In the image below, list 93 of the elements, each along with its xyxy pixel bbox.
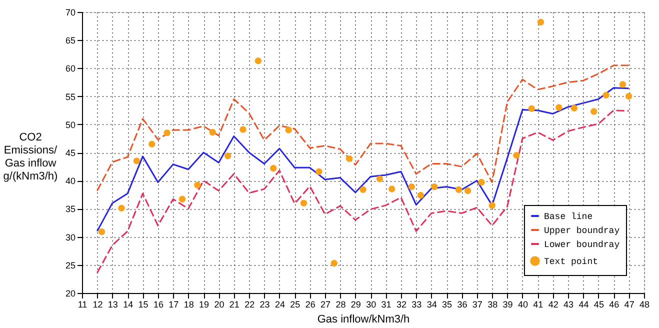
point xyxy=(537,18,544,26)
point xyxy=(408,183,415,190)
point xyxy=(417,192,424,199)
x-tick-label: 37 xyxy=(472,300,482,310)
x-tick-label: 13 xyxy=(108,300,118,310)
point xyxy=(285,126,292,134)
y-tick-label: 20 xyxy=(65,288,76,298)
legend-label: Text point xyxy=(544,257,598,267)
x-tick-label: 34 xyxy=(426,300,437,310)
x-axis-title: Gas inflow/kNm3/h xyxy=(317,314,410,326)
y-tick-label: 70 xyxy=(65,8,76,18)
point xyxy=(431,183,438,190)
x-tick-label: 21 xyxy=(229,300,240,310)
point xyxy=(118,204,125,212)
x-tick-label: 40 xyxy=(518,300,528,310)
point xyxy=(148,140,156,148)
x-tick-label: 33 xyxy=(412,300,422,310)
point xyxy=(178,196,186,202)
point xyxy=(194,182,201,188)
x-tick-label: 35 xyxy=(442,300,452,310)
x-tick-label: 14 xyxy=(123,300,134,310)
y-axis-title: CO2 Emissions/Gas inflow g/(kNm3/h) xyxy=(3,132,58,182)
point xyxy=(625,92,632,100)
x-tick-label: 25 xyxy=(290,300,300,310)
y-tick-label: 30 xyxy=(65,232,76,242)
legend-label: Base line xyxy=(544,212,593,222)
x-tick-label: 15 xyxy=(138,300,148,310)
x-tick-label: 28 xyxy=(336,300,346,310)
point xyxy=(570,104,578,112)
point xyxy=(556,104,562,111)
point xyxy=(360,186,366,193)
x-tick-label: 31 xyxy=(381,300,392,310)
y-tick-label: 40 xyxy=(65,176,76,186)
x-tick-label: 24 xyxy=(274,300,285,310)
x-tick-label: 22 xyxy=(244,300,255,310)
y-tick-label: 60 xyxy=(65,64,76,74)
x-tick-label: 39 xyxy=(502,300,513,310)
point xyxy=(209,128,216,136)
x-tick-label: 23 xyxy=(260,300,270,310)
x-tick-label: 29 xyxy=(350,300,361,310)
point xyxy=(455,186,462,193)
x-tick-label: 11 xyxy=(78,300,88,310)
point xyxy=(254,58,262,64)
y-tick-label: 65 xyxy=(65,36,76,46)
x-tick-label: 43 xyxy=(564,300,574,310)
x-tick-label: 45 xyxy=(594,300,604,310)
point xyxy=(98,228,106,236)
x-tick-label: 38 xyxy=(488,300,498,310)
x-tick-label: 46 xyxy=(609,300,620,310)
point xyxy=(478,178,485,186)
point xyxy=(346,155,353,162)
line-series xyxy=(96,64,630,192)
x-tick-label: 12 xyxy=(92,300,103,310)
x-tick-label: 16 xyxy=(153,300,164,310)
x-tick-label: 48 xyxy=(639,300,650,310)
x-tick-label: 41 xyxy=(533,300,544,310)
legend-label: Upper boundray xyxy=(544,226,620,236)
y-tick-label: 55 xyxy=(65,92,76,102)
x-tick-label: 17 xyxy=(168,300,179,310)
line-series xyxy=(96,110,630,274)
x-tick-label: 20 xyxy=(214,300,224,310)
point xyxy=(133,158,140,164)
x-tick-label: 30 xyxy=(366,300,376,310)
x-tick-label: 19 xyxy=(199,300,210,310)
point xyxy=(164,129,170,136)
point xyxy=(330,260,338,267)
point xyxy=(590,108,598,115)
x-tick-label: 26 xyxy=(305,300,316,310)
x-tick-label: 27 xyxy=(320,300,331,310)
point xyxy=(376,176,384,182)
point xyxy=(224,152,232,160)
point xyxy=(619,81,626,88)
point xyxy=(488,202,496,209)
point xyxy=(240,126,246,133)
x-tick-label: 42 xyxy=(548,300,558,310)
point xyxy=(388,186,396,192)
y-tick-label: 50 xyxy=(65,120,76,130)
x-tick-label: 32 xyxy=(396,300,406,310)
point xyxy=(602,92,610,99)
y-tick-label: 25 xyxy=(65,260,76,270)
x-tick-label: 36 xyxy=(457,300,468,310)
y-tick-label: 45 xyxy=(65,148,76,158)
y-tick-label: 35 xyxy=(65,204,76,214)
point xyxy=(300,200,308,206)
point xyxy=(513,152,520,159)
point xyxy=(270,164,277,172)
x-tick-label: 47 xyxy=(624,300,634,310)
x-tick-label: 18 xyxy=(184,300,194,310)
x-tick-label: 44 xyxy=(578,300,589,310)
legend-label: Lower boundray xyxy=(544,240,620,250)
point xyxy=(316,168,322,175)
point xyxy=(528,105,535,112)
point xyxy=(464,187,472,194)
